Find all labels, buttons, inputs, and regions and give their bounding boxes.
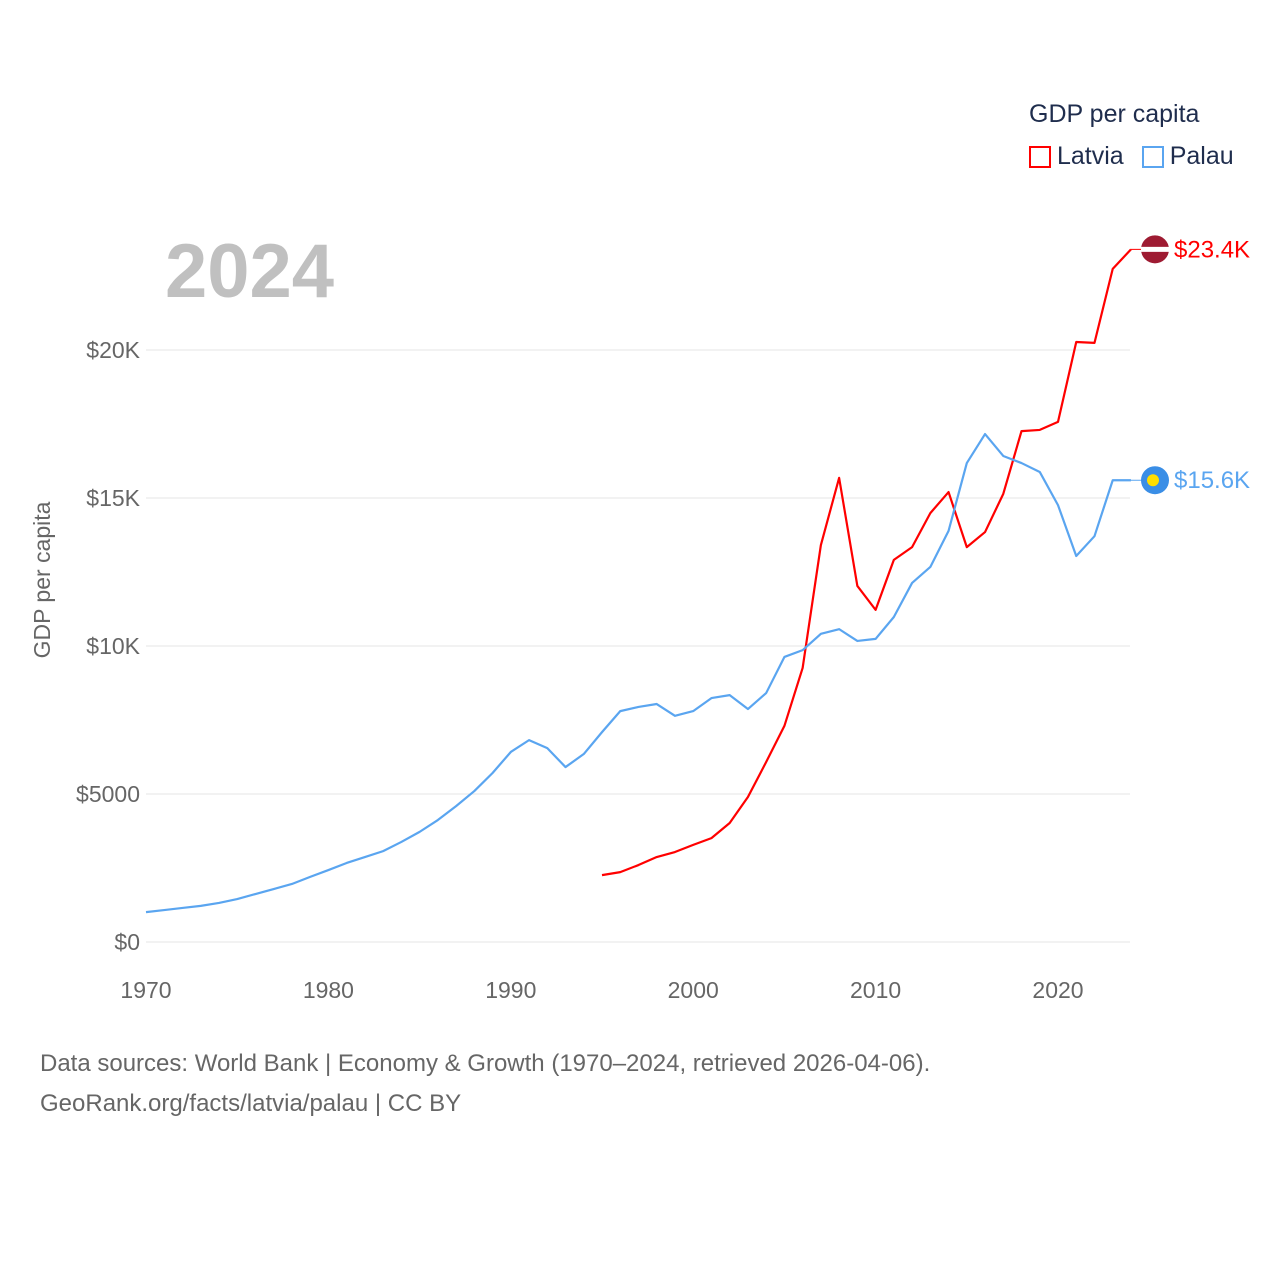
source-line-1: Data sources: World Bank | Economy & Gro… — [40, 1050, 931, 1077]
legend-item-latvia[interactable]: Latvia — [1029, 142, 1124, 171]
y-tick-label: $20K — [86, 337, 140, 363]
series-line-palau — [145, 432, 1131, 914]
legend-swatch-palau — [1141, 145, 1164, 168]
end-value-label-palau: $15.6K — [1174, 467, 1250, 494]
legend-swatch-latvia — [1029, 145, 1051, 168]
x-tick-label: 2020 — [1032, 977, 1083, 1003]
legend-title: GDP per capita — [1029, 100, 1200, 128]
y-tick-label: $0 — [114, 929, 140, 955]
source-line-2: GeoRank.org/facts/latvia/palau | CC BY — [40, 1090, 462, 1117]
x-tick-label: 2000 — [668, 977, 719, 1003]
y-tick-label: $15K — [86, 485, 140, 511]
y-axis-label: GDP per capita — [29, 501, 55, 658]
flag-marker-palau-icon — [1141, 466, 1169, 495]
legend-label-palau: Palau — [1169, 142, 1234, 170]
x-tick-label: 1980 — [303, 977, 354, 1003]
source-note: Data sources: World Bank | Economy & Gro… — [40, 1044, 930, 1124]
legend-item-palau[interactable]: Palau — [1141, 142, 1234, 171]
current-year-label: 2024 — [165, 229, 335, 314]
x-tick-label: 1990 — [485, 977, 536, 1003]
y-tick-label: $5000 — [76, 781, 140, 807]
end-value-label-latvia: $23.4K — [1174, 236, 1250, 263]
legend-label-latvia: Latvia — [1057, 142, 1124, 170]
y-tick-label: $10K — [86, 633, 140, 659]
series-line-latvia — [601, 248, 1132, 877]
legend: Latvia Palau — [1029, 142, 1234, 171]
x-tick-label: 1970 — [120, 977, 171, 1003]
x-tick-label: 2010 — [850, 977, 901, 1003]
flag-marker-latvia-icon — [1141, 235, 1169, 264]
